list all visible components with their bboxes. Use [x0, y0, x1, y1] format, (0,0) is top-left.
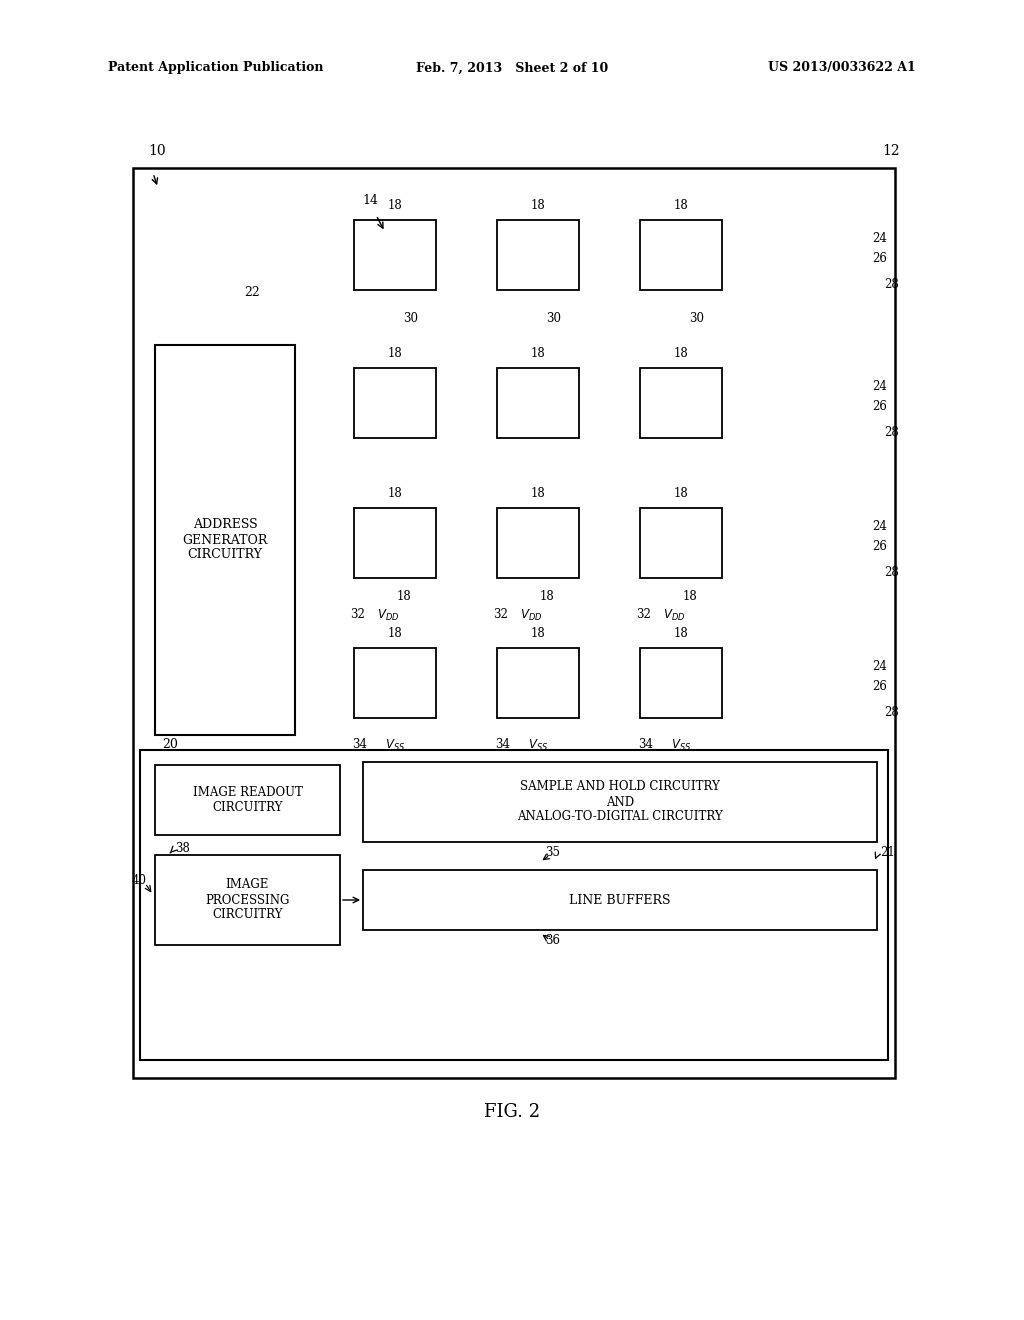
Text: 18: 18 [530, 347, 546, 360]
Text: 30: 30 [546, 312, 561, 325]
Text: 18: 18 [674, 627, 688, 640]
Text: 18: 18 [388, 199, 402, 213]
Bar [497, 508, 579, 578]
Text: 34: 34 [352, 738, 367, 751]
Bar [354, 508, 436, 578]
Text: SAMPLE AND HOLD CIRCUITRY
AND
ANALOG-TO-DIGITAL CIRCUITRY: SAMPLE AND HOLD CIRCUITRY AND ANALOG-TO-… [517, 780, 723, 824]
Text: US 2013/0033622 A1: US 2013/0033622 A1 [768, 62, 916, 74]
Text: 40: 40 [132, 874, 147, 887]
Text: 18: 18 [683, 590, 697, 602]
Bar [354, 368, 436, 438]
Text: $V_{SS}$: $V_{SS}$ [671, 738, 691, 752]
Text: 35: 35 [545, 846, 560, 858]
Text: LINE BUFFERS: LINE BUFFERS [569, 894, 671, 907]
Text: 18: 18 [674, 347, 688, 360]
Text: 32: 32 [636, 609, 651, 622]
Bar [354, 648, 436, 718]
Text: 18: 18 [397, 590, 412, 602]
Text: 32: 32 [494, 609, 508, 622]
Bar [640, 220, 722, 290]
Text: 18: 18 [388, 487, 402, 500]
Text: 26: 26 [872, 400, 887, 413]
Text: 21: 21 [880, 846, 895, 858]
Text: 24: 24 [872, 231, 887, 244]
Text: $V_{SS}$: $V_{SS}$ [528, 738, 548, 752]
Text: 18: 18 [674, 199, 688, 213]
Text: 32: 32 [350, 609, 365, 622]
Text: 18: 18 [530, 487, 546, 500]
Text: 24: 24 [872, 660, 887, 672]
Text: 24: 24 [872, 520, 887, 532]
Bar [640, 368, 722, 438]
Bar [497, 648, 579, 718]
Text: Patent Application Publication: Patent Application Publication [108, 62, 324, 74]
Text: 12: 12 [882, 144, 900, 158]
Text: 20: 20 [162, 738, 178, 751]
Text: 28: 28 [884, 705, 899, 718]
Text: 10: 10 [148, 144, 166, 158]
Bar [133, 168, 895, 1078]
Text: 34: 34 [638, 738, 653, 751]
Text: $V_{DD}$: $V_{DD}$ [663, 607, 685, 623]
Text: IMAGE READOUT
CIRCUITRY: IMAGE READOUT CIRCUITRY [193, 785, 302, 814]
Text: 30: 30 [689, 312, 705, 325]
Text: $V_{SS}$: $V_{SS}$ [385, 738, 406, 752]
Text: Feb. 7, 2013   Sheet 2 of 10: Feb. 7, 2013 Sheet 2 of 10 [416, 62, 608, 74]
Bar [354, 220, 436, 290]
Text: IMAGE
PROCESSING
CIRCUITRY: IMAGE PROCESSING CIRCUITRY [206, 879, 290, 921]
Text: 18: 18 [530, 627, 546, 640]
Text: 18: 18 [388, 347, 402, 360]
Text: 22: 22 [244, 285, 260, 298]
Text: 38: 38 [175, 842, 189, 854]
Text: 14: 14 [362, 194, 378, 206]
Bar [155, 766, 340, 836]
Text: 26: 26 [872, 681, 887, 693]
Text: 28: 28 [884, 277, 899, 290]
Bar [362, 870, 877, 931]
Text: 18: 18 [674, 487, 688, 500]
Text: FIG. 2: FIG. 2 [484, 1104, 540, 1121]
Text: 18: 18 [540, 590, 555, 602]
Text: 36: 36 [545, 933, 560, 946]
Bar [140, 750, 888, 1060]
Bar [155, 855, 340, 945]
Bar [155, 345, 295, 735]
Text: 34: 34 [495, 738, 510, 751]
Bar [640, 648, 722, 718]
Text: $V_{DD}$: $V_{DD}$ [377, 607, 399, 623]
Text: 18: 18 [388, 627, 402, 640]
Text: ADDRESS
GENERATOR
CIRCUITRY: ADDRESS GENERATOR CIRCUITRY [182, 519, 267, 561]
Text: 26: 26 [872, 252, 887, 265]
Text: 18: 18 [530, 199, 546, 213]
Bar [362, 762, 877, 842]
Text: 26: 26 [872, 540, 887, 553]
Bar [640, 508, 722, 578]
Text: 30: 30 [403, 312, 418, 325]
Text: 28: 28 [884, 565, 899, 578]
Bar [497, 368, 579, 438]
Text: 24: 24 [872, 380, 887, 392]
Text: 28: 28 [884, 425, 899, 438]
Text: $V_{DD}$: $V_{DD}$ [520, 607, 543, 623]
Bar [497, 220, 579, 290]
